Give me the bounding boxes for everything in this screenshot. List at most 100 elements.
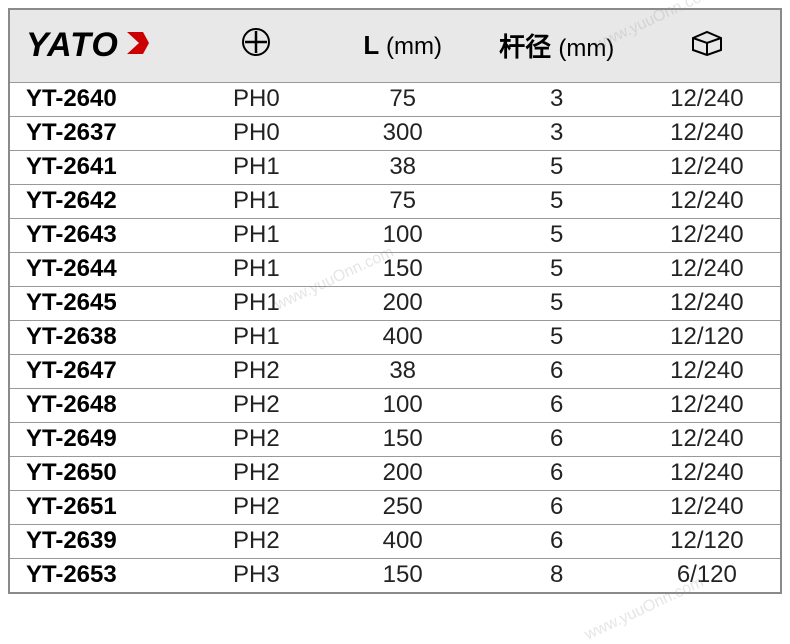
cell-length: 400 xyxy=(326,320,480,354)
cell-pack: 12/120 xyxy=(634,524,780,558)
cell-pack: 12/240 xyxy=(634,184,780,218)
cell-diameter: 5 xyxy=(480,150,634,184)
cell-length: 400 xyxy=(326,524,480,558)
diameter-unit: (mm) xyxy=(558,35,614,62)
brand-mark-icon xyxy=(123,26,151,65)
cell-length: 250 xyxy=(326,490,480,524)
header-brand: YATO xyxy=(10,10,187,82)
cell-model: YT-2650 xyxy=(10,456,187,490)
cell-length: 100 xyxy=(326,388,480,422)
cell-pack: 12/120 xyxy=(634,320,780,354)
cell-model: YT-2649 xyxy=(10,422,187,456)
cell-diameter: 6 xyxy=(480,422,634,456)
cell-ph: PH3 xyxy=(187,558,326,592)
cell-model: YT-2645 xyxy=(10,286,187,320)
table-row: YT-2649PH2150612/240 xyxy=(10,422,780,456)
table-row: YT-2650PH2200612/240 xyxy=(10,456,780,490)
header-pack xyxy=(634,10,780,82)
header-length: L (mm) xyxy=(326,10,480,82)
phillips-icon xyxy=(241,33,271,63)
diameter-label: 杆径 xyxy=(499,32,551,62)
cell-model: YT-2641 xyxy=(10,150,187,184)
cell-ph: PH2 xyxy=(187,354,326,388)
cell-length: 38 xyxy=(326,150,480,184)
cell-model: YT-2644 xyxy=(10,252,187,286)
cell-model: YT-2638 xyxy=(10,320,187,354)
cell-pack: 12/240 xyxy=(634,82,780,116)
cell-pack: 12/240 xyxy=(634,388,780,422)
cell-ph: PH2 xyxy=(187,422,326,456)
cell-length: 150 xyxy=(326,558,480,592)
cell-diameter: 8 xyxy=(480,558,634,592)
cell-model: YT-2642 xyxy=(10,184,187,218)
cell-length: 150 xyxy=(326,252,480,286)
table-row: YT-2643PH1100512/240 xyxy=(10,218,780,252)
header-diameter: 杆径 (mm) xyxy=(480,10,634,82)
cell-model: YT-2651 xyxy=(10,490,187,524)
cell-length: 300 xyxy=(326,116,480,150)
cell-ph: PH0 xyxy=(187,82,326,116)
cell-ph: PH1 xyxy=(187,184,326,218)
cell-ph: PH2 xyxy=(187,456,326,490)
table-row: YT-2648PH2100612/240 xyxy=(10,388,780,422)
cell-pack: 12/240 xyxy=(634,286,780,320)
cell-model: YT-2640 xyxy=(10,82,187,116)
cell-diameter: 3 xyxy=(480,82,634,116)
cell-pack: 12/240 xyxy=(634,252,780,286)
table-row: YT-2642PH175512/240 xyxy=(10,184,780,218)
cell-diameter: 6 xyxy=(480,490,634,524)
table-row: YT-2653PH315086/120 xyxy=(10,558,780,592)
cell-length: 100 xyxy=(326,218,480,252)
cell-diameter: 5 xyxy=(480,218,634,252)
cell-length: 200 xyxy=(326,456,480,490)
table-row: YT-2644PH1150512/240 xyxy=(10,252,780,286)
spec-table: YATO xyxy=(10,10,780,592)
cell-pack: 12/240 xyxy=(634,354,780,388)
spec-table-container: YATO xyxy=(8,8,782,594)
cell-length: 38 xyxy=(326,354,480,388)
cell-ph: PH0 xyxy=(187,116,326,150)
brand-logo: YATO xyxy=(26,26,151,65)
header-row: YATO xyxy=(10,10,780,82)
cell-pack: 12/240 xyxy=(634,456,780,490)
cell-model: YT-2648 xyxy=(10,388,187,422)
table-row: YT-2645PH1200512/240 xyxy=(10,286,780,320)
table-row: YT-2638PH1400512/120 xyxy=(10,320,780,354)
table-row: YT-2640PH075312/240 xyxy=(10,82,780,116)
cell-ph: PH2 xyxy=(187,524,326,558)
cell-pack: 12/240 xyxy=(634,116,780,150)
length-unit: (mm) xyxy=(386,33,442,60)
header-phillips xyxy=(187,10,326,82)
length-label: L xyxy=(363,30,378,60)
cell-diameter: 5 xyxy=(480,252,634,286)
cell-model: YT-2643 xyxy=(10,218,187,252)
cell-model: YT-2639 xyxy=(10,524,187,558)
cell-length: 150 xyxy=(326,422,480,456)
cell-diameter: 6 xyxy=(480,388,634,422)
cell-model: YT-2647 xyxy=(10,354,187,388)
box-icon xyxy=(690,32,724,62)
cell-pack: 12/240 xyxy=(634,422,780,456)
cell-ph: PH1 xyxy=(187,218,326,252)
table-row: YT-2637PH0300312/240 xyxy=(10,116,780,150)
table-row: YT-2647PH238612/240 xyxy=(10,354,780,388)
cell-model: YT-2653 xyxy=(10,558,187,592)
cell-ph: PH1 xyxy=(187,150,326,184)
cell-pack: 12/240 xyxy=(634,490,780,524)
table-body: YT-2640PH075312/240YT-2637PH0300312/240Y… xyxy=(10,82,780,592)
table-row: YT-2641PH138512/240 xyxy=(10,150,780,184)
table-row: YT-2639PH2400612/120 xyxy=(10,524,780,558)
cell-pack: 12/240 xyxy=(634,150,780,184)
cell-ph: PH2 xyxy=(187,388,326,422)
cell-diameter: 3 xyxy=(480,116,634,150)
cell-ph: PH1 xyxy=(187,252,326,286)
cell-diameter: 6 xyxy=(480,354,634,388)
cell-pack: 6/120 xyxy=(634,558,780,592)
cell-diameter: 6 xyxy=(480,524,634,558)
cell-pack: 12/240 xyxy=(634,218,780,252)
cell-length: 75 xyxy=(326,184,480,218)
cell-diameter: 5 xyxy=(480,320,634,354)
cell-ph: PH2 xyxy=(187,490,326,524)
cell-diameter: 6 xyxy=(480,456,634,490)
brand-text: YATO xyxy=(26,26,119,65)
